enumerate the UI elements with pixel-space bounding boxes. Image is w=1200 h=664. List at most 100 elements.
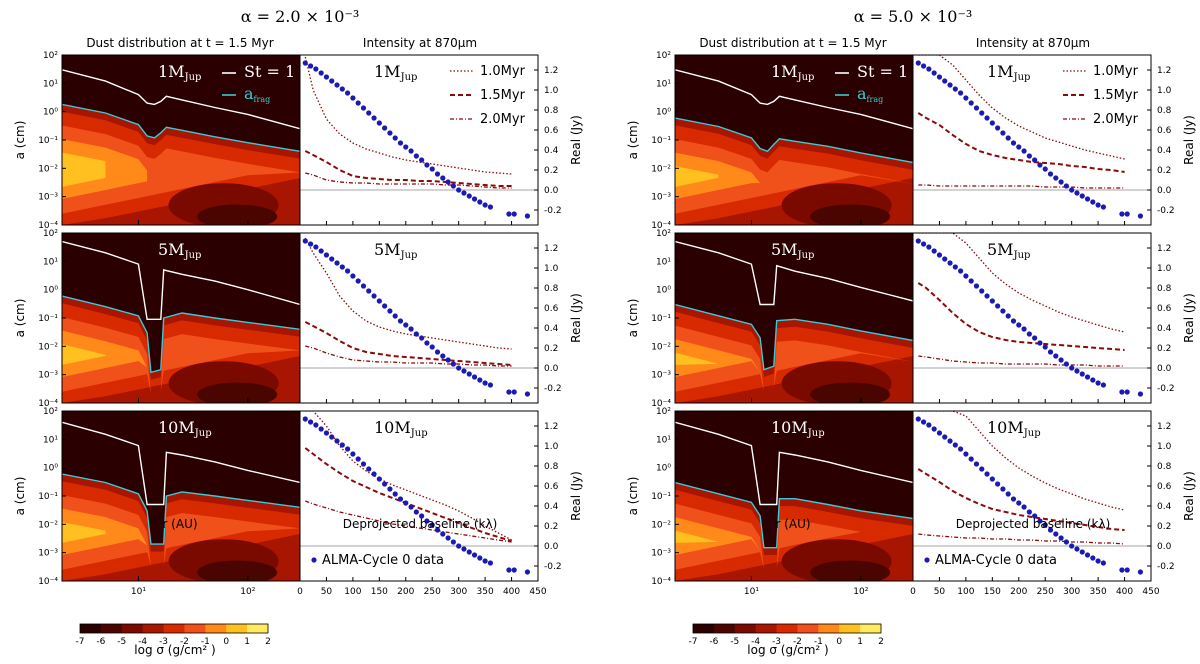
alma-data-point [419, 335, 425, 341]
y-tick-label: 0.8 [1157, 106, 1172, 116]
afrag-line [675, 303, 913, 371]
colorbar-tick-label: -3 [159, 637, 168, 647]
alma-data-point [1053, 175, 1059, 181]
real-axis-label: Real (Jy) [569, 115, 583, 165]
colorbar-swatch [693, 624, 715, 633]
legend-time-label: 2.0Myr [1093, 112, 1139, 127]
mass-label-sub: Jup [797, 72, 815, 83]
alma-data-point [434, 349, 441, 355]
dust-density-band [675, 517, 761, 555]
alma-data-point [424, 162, 430, 168]
alma-data-point [397, 496, 404, 502]
alma-data-point [1119, 389, 1125, 395]
alma-data-point [307, 419, 314, 425]
alma-data-point [397, 140, 404, 146]
alma-data-point [371, 293, 377, 299]
legend-time-label: 1.5Myr [1093, 88, 1139, 103]
y-tick-label: 0.4 [1157, 502, 1172, 512]
colorbar-swatch [100, 624, 123, 633]
y-tick-label: 10⁻⁴ [651, 399, 671, 409]
alma-data-point [413, 153, 419, 159]
colorbar-tick-label: -2 [793, 637, 802, 647]
y-tick-label: 10⁻³ [651, 193, 671, 203]
alma-data-point [1063, 361, 1069, 367]
alma-data-point [366, 466, 372, 472]
alma-data-point [339, 86, 345, 92]
y-tick-label: 0.2 [1157, 344, 1171, 354]
y-tick-label: 1.2 [544, 66, 558, 76]
legend-time-label: 1.0Myr [1093, 64, 1139, 79]
alma-data-point [434, 171, 441, 177]
alma-data-point [419, 513, 425, 519]
alma-data-point [355, 456, 361, 462]
alma-data-point [1005, 135, 1011, 141]
x-tick-label: 10¹ [744, 587, 759, 597]
alma-data-point [487, 382, 493, 388]
intensity-plot [913, 55, 1151, 219]
alma-data-point [1010, 318, 1017, 324]
alma-data-point [952, 264, 958, 270]
alma-data-point [1042, 522, 1048, 528]
x-tick-label: 150 [984, 587, 1001, 597]
alma-data-point [318, 70, 324, 76]
colorbar-swatch [713, 624, 736, 633]
alma-data-point [487, 560, 493, 566]
intensity-frame [299, 54, 539, 226]
alma-data-point [345, 90, 351, 96]
y-tick-label: 1.0 [1157, 86, 1172, 96]
colorbar-tick-label: 0 [836, 637, 842, 647]
model-1.5myr-line [304, 321, 512, 366]
y-tick-label: 10⁰ [43, 108, 58, 118]
alma-data-point [989, 120, 995, 126]
alma-data-point [915, 238, 921, 244]
alma-data-point [963, 95, 969, 101]
model-2.0myr-line [305, 172, 512, 189]
alma-data-point [355, 100, 361, 106]
alma-data-point [334, 82, 340, 88]
y-tick-label: 10⁻⁴ [651, 221, 671, 231]
colorbar-tick-label: -2 [180, 637, 189, 647]
alma-data-point [339, 264, 345, 270]
alma-data-point [302, 416, 308, 422]
intensity-plot [300, 411, 538, 575]
mass-label-sub: Jup [1023, 428, 1041, 439]
alma-data-point [931, 70, 937, 76]
y-tick-label: 0.4 [1157, 146, 1172, 156]
y-tick-label: -0.2 [1157, 562, 1175, 572]
x-tick-label: 0 [297, 587, 303, 597]
alma-data-point [506, 211, 512, 217]
y-tick-label: 10⁻³ [38, 193, 58, 203]
dust-low-density-patch [197, 560, 278, 581]
y-tick-label: 1.2 [544, 422, 558, 432]
colorbar-swatch [80, 624, 102, 633]
x-tick-label: 250 [1037, 587, 1054, 597]
alma-data-point [947, 260, 953, 266]
alma-data-point [1021, 326, 1027, 332]
alma-data-point [456, 187, 462, 193]
alma-data-point [413, 509, 419, 515]
alma-data-point [450, 539, 456, 545]
alma-data-point [1124, 389, 1130, 395]
alma-data-point [1000, 130, 1006, 136]
alma-data-point [989, 298, 995, 304]
a-axis-label: a (cm) [13, 477, 27, 516]
y-tick-label: 10¹ [43, 435, 58, 445]
alma-data-point [968, 100, 974, 106]
dust-layers [675, 421, 913, 581]
alma-data-point [1063, 539, 1069, 545]
intensity-frame [912, 54, 1152, 226]
y-tick-label: 10⁰ [43, 464, 58, 474]
alma-data-point [1095, 558, 1101, 564]
colorbar-swatch [755, 624, 778, 633]
alma-data-point [931, 248, 937, 254]
afrag-line [62, 295, 300, 374]
alma-data-point [942, 78, 948, 84]
a-axis-label: a (cm) [626, 121, 640, 160]
alma-data-point [482, 380, 488, 386]
y-tick-label: 0.2 [1157, 166, 1171, 176]
x-tick-label: 350 [477, 587, 494, 597]
colorbar-tick-label: 1 [857, 637, 863, 647]
legend-time-label: 2.0Myr [480, 112, 526, 127]
